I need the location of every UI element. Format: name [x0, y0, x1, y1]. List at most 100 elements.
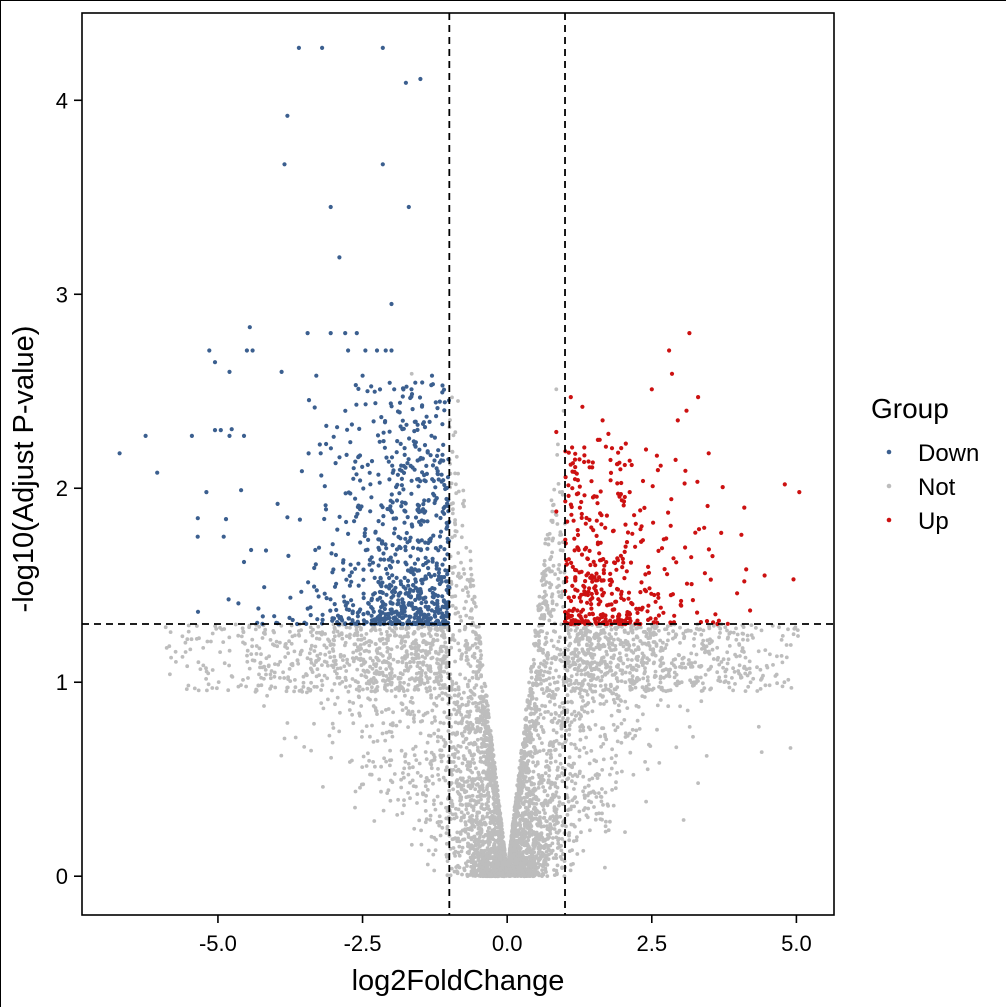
not-point [536, 865, 541, 870]
not-point [456, 767, 461, 772]
not-point [395, 645, 400, 649]
not-point [344, 669, 349, 673]
not-point [588, 828, 592, 833]
not-point [640, 657, 644, 662]
not-point [250, 644, 255, 649]
not-point [333, 627, 337, 631]
not-point [530, 719, 534, 723]
not-point [578, 728, 583, 733]
not-point [784, 655, 789, 660]
not-point [743, 689, 748, 693]
not-point [441, 721, 446, 726]
not-point [552, 487, 557, 492]
not-point [319, 701, 324, 705]
not-point [561, 605, 565, 609]
not-point [654, 674, 658, 678]
not-point [450, 687, 454, 692]
not-point [359, 673, 364, 678]
not-point [424, 793, 428, 798]
not-point [292, 649, 297, 654]
not-point [462, 837, 467, 842]
not-point [516, 811, 521, 816]
not-point [548, 822, 553, 827]
not-point [326, 663, 330, 668]
not-point [436, 728, 441, 733]
not-point [771, 663, 775, 667]
not-point [647, 658, 651, 662]
not-point [555, 646, 559, 651]
not-point [478, 714, 483, 719]
not-point [545, 631, 549, 636]
not-point [694, 675, 698, 680]
not-point [596, 645, 601, 650]
not-point [593, 817, 598, 822]
not-point [666, 704, 671, 709]
not-point [577, 748, 582, 753]
not-point [348, 684, 352, 688]
not-point [284, 689, 289, 694]
not-point [594, 795, 599, 799]
not-point [443, 778, 448, 783]
not-point [663, 646, 668, 650]
not-point [572, 742, 577, 747]
not-point [359, 626, 363, 630]
not-point [386, 788, 391, 793]
not-point [435, 794, 440, 799]
not-point [475, 782, 480, 786]
not-point [486, 782, 491, 787]
not-point [433, 807, 438, 812]
not-point [282, 676, 287, 680]
not-point [335, 671, 339, 676]
not-point [590, 689, 595, 694]
not-point [474, 766, 478, 771]
not-point [518, 782, 523, 787]
not-point [410, 778, 415, 783]
not-point [652, 660, 656, 665]
not-point [454, 454, 459, 459]
not-point [550, 848, 555, 853]
not-point [686, 662, 691, 666]
not-point [498, 835, 503, 840]
not-point [557, 845, 562, 849]
not-point [540, 864, 545, 869]
not-point [631, 667, 635, 672]
not-point [700, 641, 704, 646]
not-point [743, 671, 748, 676]
not-point [572, 718, 577, 722]
not-point [627, 643, 632, 648]
not-point [429, 759, 434, 764]
not-point [289, 641, 294, 646]
not-point [303, 639, 308, 644]
not-point [442, 710, 447, 715]
not-point [541, 748, 546, 753]
not-point [451, 768, 456, 772]
not-point [309, 748, 313, 753]
not-point [468, 709, 473, 714]
not-point [536, 715, 541, 720]
not-point [529, 675, 534, 680]
not-point [464, 654, 469, 659]
not-point [477, 720, 482, 725]
not-point [681, 631, 686, 636]
not-point [444, 831, 449, 835]
not-point [579, 668, 584, 673]
not-point [576, 681, 581, 686]
not-point [726, 680, 731, 685]
not-point [464, 724, 469, 729]
not-point [457, 576, 462, 580]
not-point [385, 688, 389, 693]
not-point [480, 689, 485, 693]
not-point [498, 854, 502, 858]
not-point [464, 638, 468, 643]
not-point [458, 614, 463, 619]
not-point [784, 643, 789, 647]
not-point [205, 639, 210, 644]
not-point [482, 820, 487, 825]
not-point [527, 789, 532, 793]
not-point [611, 722, 616, 727]
not-point [548, 786, 552, 790]
not-point [464, 789, 469, 794]
not-point [768, 652, 772, 657]
not-point [471, 670, 476, 674]
not-point [486, 799, 490, 804]
